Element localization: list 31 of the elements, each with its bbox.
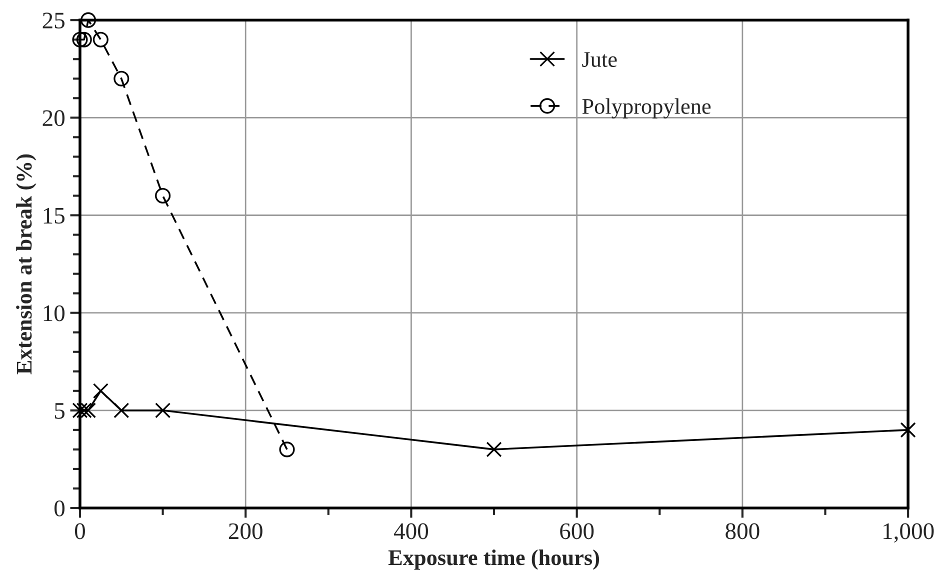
y-tick-label: 25 [42, 12, 64, 29]
y-tick-label: 15 [44, 208, 64, 224]
x-tick-label: 800 [726, 523, 760, 540]
y-tick-label: 20 [42, 110, 64, 126]
x-tick-label: 0 [74, 523, 85, 540]
point [76, 402, 92, 418]
y-tick-label: 0 [54, 500, 64, 516]
point [80, 402, 96, 418]
point [76, 32, 92, 48]
x-tick-label: 400 [394, 523, 428, 540]
legend-label: Polypropylene [582, 98, 711, 119]
y-tick-label: 10 [44, 305, 64, 322]
point [92, 32, 108, 48]
point [80, 12, 96, 28]
point [155, 188, 171, 204]
point [279, 442, 295, 458]
x-tick-label: 1,000 [884, 523, 934, 543]
point [92, 383, 108, 399]
point [900, 422, 916, 438]
point [486, 442, 502, 458]
legend-label: Jute [582, 52, 617, 67]
x-tick-label: 200 [228, 523, 262, 540]
point [114, 402, 130, 418]
point [72, 402, 88, 418]
point [114, 70, 130, 86]
x-axis-title: Exposure time (hours) [388, 550, 600, 570]
point [72, 32, 88, 48]
y-tick-label: 5 [54, 403, 64, 419]
x-tick-label: 600 [560, 523, 594, 540]
point [155, 402, 171, 418]
y-axis-title: Extension at break (%) [16, 154, 36, 374]
